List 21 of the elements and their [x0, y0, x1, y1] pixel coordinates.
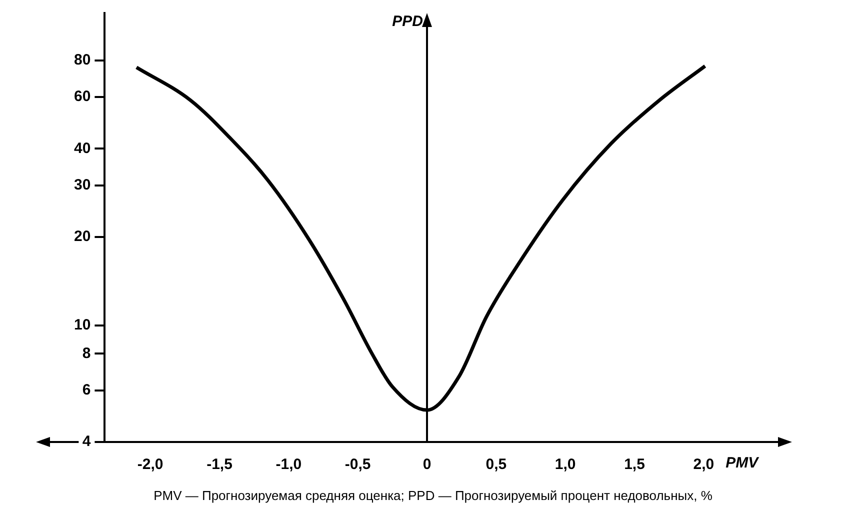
x-tick-label: -1,0 — [276, 456, 302, 474]
x-axis-title: PMV — [726, 454, 760, 472]
x-tick-label: 2,0 — [693, 456, 714, 474]
x-tick-label: 1,0 — [554, 456, 576, 474]
y-tick-label: 4 — [82, 433, 92, 450]
y-tick-label: 40 — [74, 140, 91, 157]
y-tick-label: 60 — [74, 88, 91, 106]
y-tick-label: 10 — [74, 316, 91, 334]
text: PMV — Прогнозируемая средняя оценка; PPD — Прогнозируемый процент недовольных, % — [152, 488, 714, 503]
y-tick-label: 30 — [74, 176, 91, 194]
x-tick-label: 0 — [422, 456, 432, 474]
x-tick-label: -1,5 — [206, 456, 232, 474]
y-tick-label: 6 — [82, 381, 91, 398]
x-tick-label: -0,5 — [344, 456, 371, 474]
y-tick-label: 80 — [74, 51, 91, 68]
x-tick-label: 0,5 — [486, 456, 507, 474]
y-tick-label: 20 — [74, 228, 91, 246]
y-tick-label: 8 — [82, 344, 91, 362]
x-tick-label: -2,0 — [137, 456, 164, 474]
x-tick-label: 1,5 — [624, 456, 645, 474]
y-axis-title: PPD — [392, 13, 424, 30]
